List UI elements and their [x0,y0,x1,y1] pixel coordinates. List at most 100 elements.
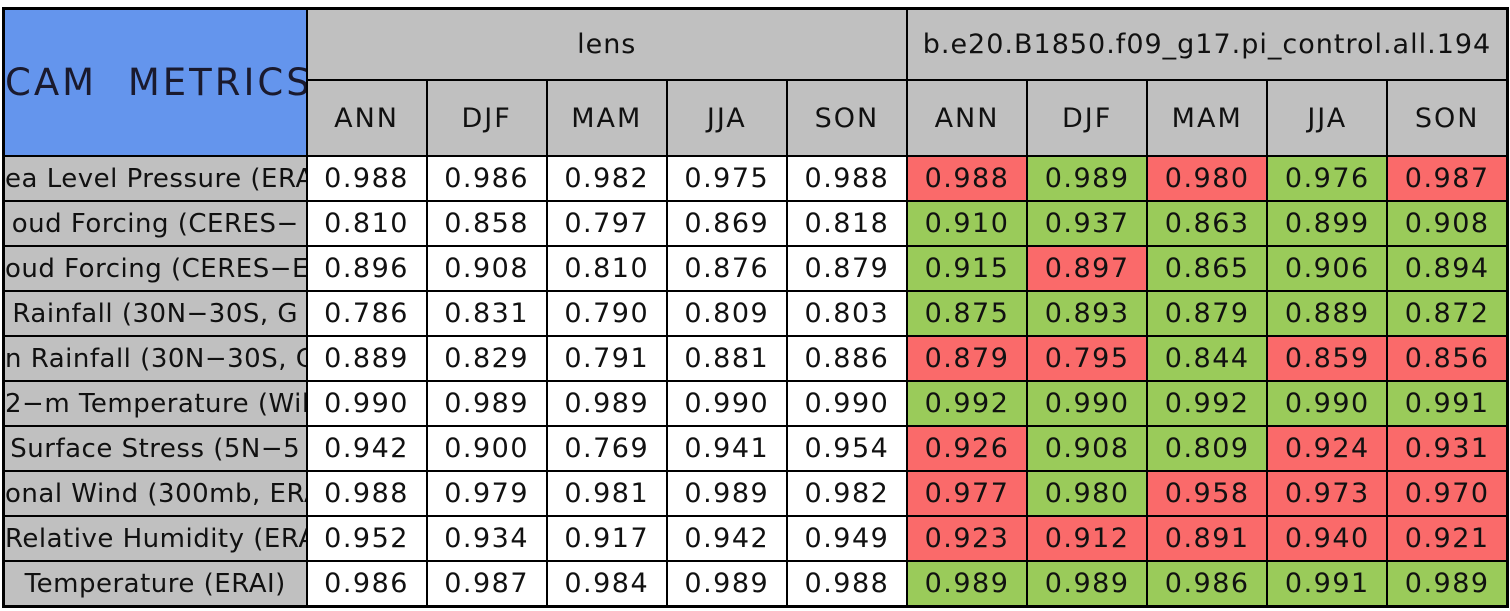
season-header-mam-group2: MAM [1146,79,1269,157]
season-header-ann-group1: ANN [305,79,428,157]
lens-value-cell: 0.810 [545,245,668,292]
lens-value-cell: 0.989 [665,470,788,517]
lens-value-cell: 0.858 [425,200,548,247]
metric-label: 2−m Temperature (Wil [2,380,308,427]
control-value-cell: 0.958 [1146,470,1269,517]
metric-label: Relative Humidity (ERAI [2,515,308,562]
control-value-cell: 0.844 [1146,335,1269,382]
metric-row: ea Level Pressure (ERA 0.988 0.986 0.982 0.9… [2,155,1509,202]
control-value-cell: 0.989 [1026,155,1149,202]
lens-value-cell: 0.908 [425,245,548,292]
control-value-cell: 0.992 [905,380,1029,427]
control-value-cell: 0.894 [1386,245,1509,292]
group-header-control-case: b.e20.B1850.f09_g17.pi_control.all.194 [905,7,1509,81]
lens-value-cell: 0.886 [785,335,908,382]
metric-label: Temperature (ERAI) [2,560,308,608]
season-header-son-group2: SON [1386,79,1509,157]
season-header-djf-group1: DJF [425,79,548,157]
lens-value-cell: 0.831 [425,290,548,337]
lens-value-cell: 0.949 [785,515,908,562]
metric-row: Surface Stress (5N−5 0.942 0.900 0.769 0.941… [2,425,1509,472]
control-value-cell: 0.923 [905,515,1029,562]
lens-value-cell: 0.769 [545,425,668,472]
lens-value-cell: 0.876 [665,245,788,292]
control-value-cell: 0.865 [1146,245,1269,292]
lens-value-cell: 0.941 [665,425,788,472]
control-value-cell: 0.924 [1266,425,1389,472]
season-header-mam-group1: MAM [545,79,668,157]
lens-value-cell: 0.984 [545,560,668,608]
control-value-cell: 0.915 [905,245,1029,292]
control-value-cell: 0.973 [1266,470,1389,517]
season-header-jja-group1: JJA [665,79,788,157]
metric-label: onal Wind (300mb, ERA [2,470,308,517]
control-value-cell: 0.908 [1026,425,1149,472]
season-header-ann-group2: ANN [905,79,1029,157]
lens-value-cell: 0.989 [425,380,548,427]
control-value-cell: 0.899 [1266,200,1389,247]
control-value-cell: 0.989 [905,560,1029,608]
control-value-cell: 0.921 [1386,515,1509,562]
metric-row: n Rainfall (30N−30S, G 0.889 0.829 0.791 0.8… [2,335,1509,382]
control-value-cell: 0.991 [1266,560,1389,608]
lens-value-cell: 0.986 [305,560,428,608]
control-value-cell: 0.990 [1026,380,1149,427]
lens-value-cell: 0.896 [305,245,428,292]
season-header-son-group1: SON [785,79,908,157]
lens-value-cell: 0.818 [785,200,908,247]
lens-value-cell: 0.987 [425,560,548,608]
control-value-cell: 0.875 [905,290,1029,337]
control-value-cell: 0.931 [1386,425,1509,472]
metric-row: Rainfall (30N−30S, G 0.786 0.831 0.790 0.809… [2,290,1509,337]
control-value-cell: 0.889 [1266,290,1389,337]
lens-value-cell: 0.988 [305,470,428,517]
season-header-jja-group2: JJA [1266,79,1389,157]
table-title: CAM METRICS [2,7,308,157]
lens-value-cell: 0.982 [545,155,668,202]
control-value-cell: 0.910 [905,200,1029,247]
control-value-cell: 0.976 [1266,155,1389,202]
lens-value-cell: 0.869 [665,200,788,247]
control-value-cell: 0.988 [905,155,1029,202]
control-value-cell: 0.809 [1146,425,1269,472]
control-value-cell: 0.897 [1026,245,1149,292]
control-value-cell: 0.987 [1386,155,1509,202]
lens-value-cell: 0.879 [785,245,908,292]
lens-value-cell: 0.990 [665,380,788,427]
control-value-cell: 0.992 [1146,380,1269,427]
lens-value-cell: 0.889 [305,335,428,382]
control-value-cell: 0.989 [1386,560,1509,608]
control-value-cell: 0.879 [1146,290,1269,337]
metric-label: oud Forcing (CERES− [2,200,308,247]
group-header-lens: lens [305,7,908,81]
control-value-cell: 0.891 [1146,515,1269,562]
lens-value-cell: 0.942 [305,425,428,472]
lens-value-cell: 0.881 [665,335,788,382]
lens-value-cell: 0.829 [425,335,548,382]
lens-value-cell: 0.952 [305,515,428,562]
lens-value-cell: 0.917 [545,515,668,562]
metric-row: Relative Humidity (ERAI 0.952 0.934 0.917 0.… [2,515,1509,562]
control-value-cell: 0.872 [1386,290,1509,337]
lens-value-cell: 0.990 [785,380,908,427]
lens-value-cell: 0.803 [785,290,908,337]
metric-label: oud Forcing (CERES−E [2,245,308,292]
lens-value-cell: 0.954 [785,425,908,472]
control-value-cell: 0.908 [1386,200,1509,247]
control-value-cell: 0.980 [1146,155,1269,202]
metric-label: Rainfall (30N−30S, G [2,290,308,337]
metric-label: ea Level Pressure (ERA [2,155,308,202]
lens-value-cell: 0.989 [665,560,788,608]
control-value-cell: 0.991 [1386,380,1509,427]
control-value-cell: 0.863 [1146,200,1269,247]
metric-row: onal Wind (300mb, ERA 0.988 0.979 0.981 0.98… [2,470,1509,517]
lens-value-cell: 0.986 [425,155,548,202]
lens-value-cell: 0.900 [425,425,548,472]
cam-metrics-table: CAM METRICS lens b.e20.B1850.f09_g17.pi_… [2,7,1509,608]
lens-value-cell: 0.979 [425,470,548,517]
lens-value-cell: 0.791 [545,335,668,382]
metric-label: n Rainfall (30N−30S, G [2,335,308,382]
control-value-cell: 0.912 [1026,515,1149,562]
control-value-cell: 0.986 [1146,560,1269,608]
lens-value-cell: 0.934 [425,515,548,562]
